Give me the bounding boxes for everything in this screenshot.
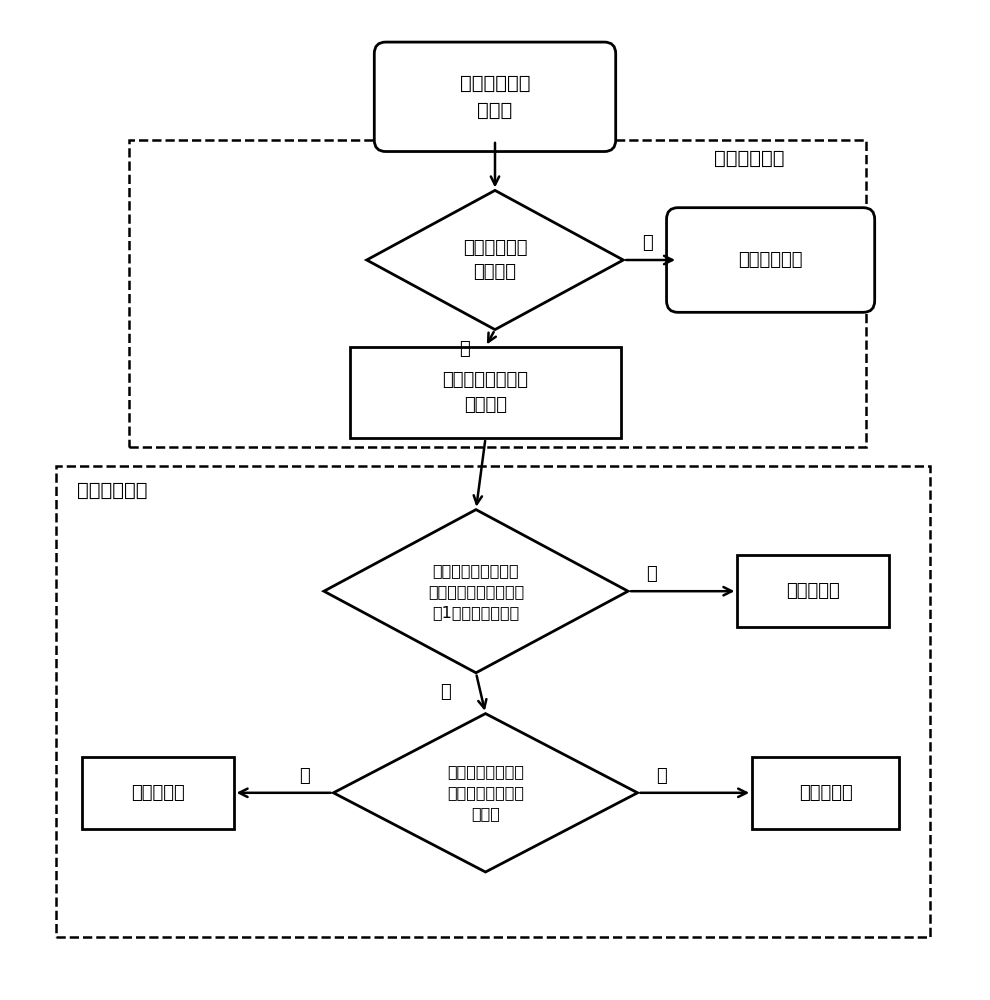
Text: 是: 是 [642,234,652,252]
Text: 变压器故障: 变压器故障 [799,784,852,802]
Bar [350,347,621,438]
Bar [738,555,889,627]
Bar [129,140,865,447]
Polygon shape [334,714,638,872]
Polygon shape [366,190,624,330]
Text: 是: 是 [299,767,310,785]
Text: 判断数据是否
为死数据: 判断数据是否 为死数据 [462,238,528,282]
Bar [81,757,234,829]
Text: 不良数据处理: 不良数据处理 [714,149,784,168]
Text: 变压器正常: 变压器正常 [786,582,841,600]
FancyBboxPatch shape [374,42,616,152]
Text: 启动数据误报警算
法程序判断是否为
误报警: 启动数据误报警算 法程序判断是否为 误报警 [447,764,524,821]
Bar [752,757,899,829]
Text: 根据变压器在线监测
装置测量阈值表（详见
表1）判断是否报警: 根据变压器在线监测 装置测量阈值表（详见 表1）判断是否报警 [428,563,524,620]
FancyBboxPatch shape [666,208,875,312]
Text: 故障报警判断: 故障报警判断 [77,481,148,500]
Polygon shape [324,510,628,673]
Bar [55,466,931,937]
Text: 变压器正常: 变压器正常 [131,784,184,802]
Text: 是: 是 [441,683,451,701]
Text: 监测装置不稳: 监测装置不稳 [739,251,803,269]
Text: 否: 否 [459,340,470,358]
Text: 否: 否 [656,767,666,785]
Text: 气体浓度数据
的获取: 气体浓度数据 的获取 [459,74,531,120]
Text: 使用去噪算法进行
数据处理: 使用去噪算法进行 数据处理 [443,371,529,414]
Text: 否: 否 [646,565,657,583]
